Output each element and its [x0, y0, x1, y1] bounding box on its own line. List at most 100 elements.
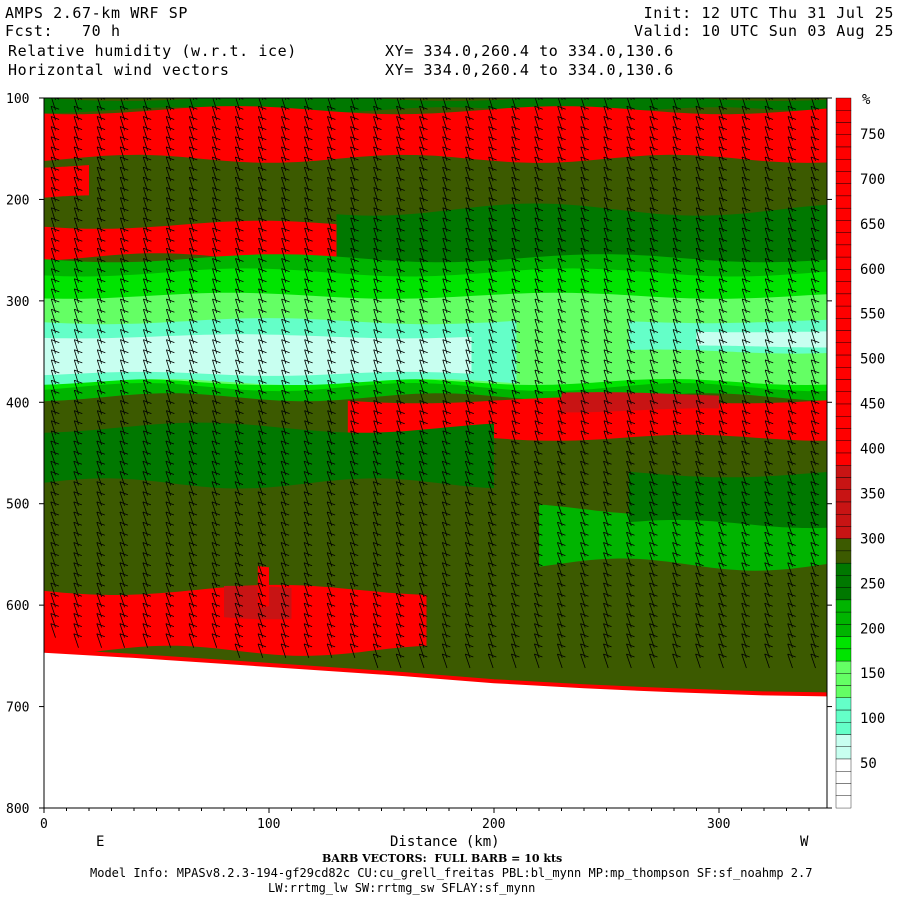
wind-barb-feather-22-48: [557, 572, 566, 577]
wind-barb-feather-14-16: [373, 247, 382, 252]
wind-barb-feather-30-18: [742, 268, 751, 272]
wind-barb-feather-10-3: [281, 116, 290, 120]
wind-barb-feather-27-13: [672, 217, 682, 222]
wind-barb-feather-19-0: [489, 86, 497, 89]
wind-barb-feather-18-6: [465, 146, 474, 151]
wind-barb-feather-10-48: [280, 572, 290, 577]
wind-barb-feather-18-26: [465, 349, 474, 354]
wind-barb-feather-24-41: [603, 501, 612, 506]
wind-barb-feather-4-44: [142, 531, 152, 536]
wind-barb-feather-24-2: [603, 105, 612, 110]
wind-barb-feather-9-7: [258, 156, 267, 161]
wind-barb-feather-17-5: [442, 136, 451, 141]
wind-barb-feather-5-46: [165, 552, 175, 556]
wind-barb-feather-12-25: [327, 339, 336, 343]
wind-barb-feather-21-5: [534, 136, 543, 141]
wind-barb-feather-19-2: [488, 105, 497, 110]
wind-barb-feather-33-15: [811, 237, 820, 242]
wind-barb-feather-8-12: [235, 207, 244, 212]
wind-barb-feather-7-37: [211, 460, 221, 465]
wind-barb-feather-21-30: [534, 389, 544, 394]
wind-barb-feather-3-16: [120, 247, 129, 252]
wind-barb-feather-16-21: [419, 298, 428, 303]
wind-barb-feather-31-38: [764, 471, 773, 475]
wind-barb-feather-9-15: [258, 237, 267, 242]
wind-barb-feather-5-54: [165, 633, 175, 638]
wind-barb-feather-26-24: [649, 329, 659, 333]
wind-barb-feather-25-10: [626, 187, 636, 191]
wind-barb-feather-22-13: [557, 217, 567, 222]
wind-barb-feather-5-1: [169, 98, 175, 100]
valid-time: Valid: 10 UTC Sun 03 Aug 25: [633, 22, 894, 40]
wind-barb-feather-1-17: [74, 258, 83, 262]
wind-barb-feather-22-54: [557, 633, 566, 638]
wind-barb-feather-26-14: [649, 227, 659, 232]
wind-barb-feather-24-44: [603, 531, 612, 536]
wind-barb-feather-10-28: [281, 369, 290, 374]
wind-barb-feather-4-0: [143, 86, 151, 89]
wind-barb-feather-31-15: [765, 237, 774, 242]
wind-barb-feather-8-0: [235, 86, 243, 89]
wind-barb-feather-18-5: [465, 136, 474, 141]
wind-barb-feather-2-46: [96, 552, 105, 556]
wind-barb-feather-5-31: [166, 400, 175, 404]
wind-barb-feather-6-5: [189, 136, 198, 141]
wind-barb-feather-22-30: [557, 389, 567, 394]
wind-barb-feather-13-6: [350, 146, 359, 151]
wind-barb-feather-23-19: [580, 278, 590, 283]
wind-barb-feather-15-46: [396, 552, 405, 556]
wind-barb-feather-21-36: [534, 450, 543, 455]
wind-barb-feather-27-25: [672, 339, 682, 343]
wind-barb-feather-29-49: [718, 582, 727, 587]
wind-barb-0-53: [50, 623, 56, 638]
wind-barb-feather-26-25: [649, 339, 659, 343]
wind-barb-feather-26-51: [649, 602, 658, 607]
wind-barb-feather-21-12: [534, 207, 544, 212]
wind-barb-feather-21-43: [534, 521, 543, 526]
wind-barb-feather-32-24: [788, 329, 797, 333]
wind-barb-feather-18-34: [465, 430, 474, 435]
colorbar-swatch-11: [835, 232, 852, 246]
wind-barb-feather-17-52: [442, 613, 451, 617]
wind-barb-feather-0-29: [51, 379, 60, 384]
wind-barb-feather-29-7: [718, 156, 728, 161]
wind-barb-feather-19-3: [488, 116, 497, 120]
wind-barb-feather-21-39: [534, 481, 543, 485]
wind-barb-feather-8-18: [235, 268, 244, 272]
wind-barb-feather-14-0: [374, 86, 382, 89]
wind-barb-feather-26-40: [649, 491, 658, 496]
wind-barb-feather-7-48: [211, 572, 221, 577]
wind-barb-feather-5-18: [166, 268, 175, 272]
wind-barb-feather-18-10: [465, 187, 474, 191]
y-tick-label-400: 400: [6, 396, 29, 411]
wind-barb-feather-23-18: [580, 268, 590, 272]
wind-barb-feather-25-34: [626, 430, 636, 435]
wind-barb-feather-32-47: [787, 562, 796, 567]
wind-barb-feather-30-9: [741, 176, 751, 181]
wind-barb-feather-21-54: [534, 633, 543, 638]
wind-barb-feather-19-29: [488, 379, 497, 384]
wind-barb-feather-28-15: [695, 237, 705, 242]
wind-barb-feather-8-13: [235, 217, 244, 222]
rh-band-16: [629, 471, 827, 529]
wind-barb-feather-18-4: [465, 126, 474, 130]
wind-barb-feather-17-11: [442, 197, 451, 201]
wind-barb-feather-14-51: [373, 602, 382, 607]
wind-barb-feather-19-27: [488, 359, 497, 364]
wind-barb-feather-6-46: [188, 552, 198, 556]
wind-barb-feather-11-29: [304, 379, 313, 384]
wind-barb-feather-19-56: [488, 653, 497, 658]
wind-barb-feather-14-8: [373, 166, 382, 171]
colorbar-swatch-25: [835, 403, 852, 417]
wind-barb-feather-1-8: [73, 166, 83, 171]
wind-barb-feather-18-51: [465, 602, 474, 607]
wind-barb-feather-28-45: [695, 542, 704, 546]
colorbar-swatch-50: [835, 709, 852, 723]
wind-barb-feather-18-12: [465, 207, 474, 212]
wind-barb-feather-15-26: [396, 349, 405, 354]
wind-barb-feather-8-49: [234, 582, 244, 587]
wind-barb-feather-32-37: [787, 460, 796, 465]
wind-barb-feather-29-23: [718, 318, 728, 323]
wind-barb-feather-15-16: [396, 247, 405, 252]
wind-barb-feather-25-37: [626, 460, 635, 465]
